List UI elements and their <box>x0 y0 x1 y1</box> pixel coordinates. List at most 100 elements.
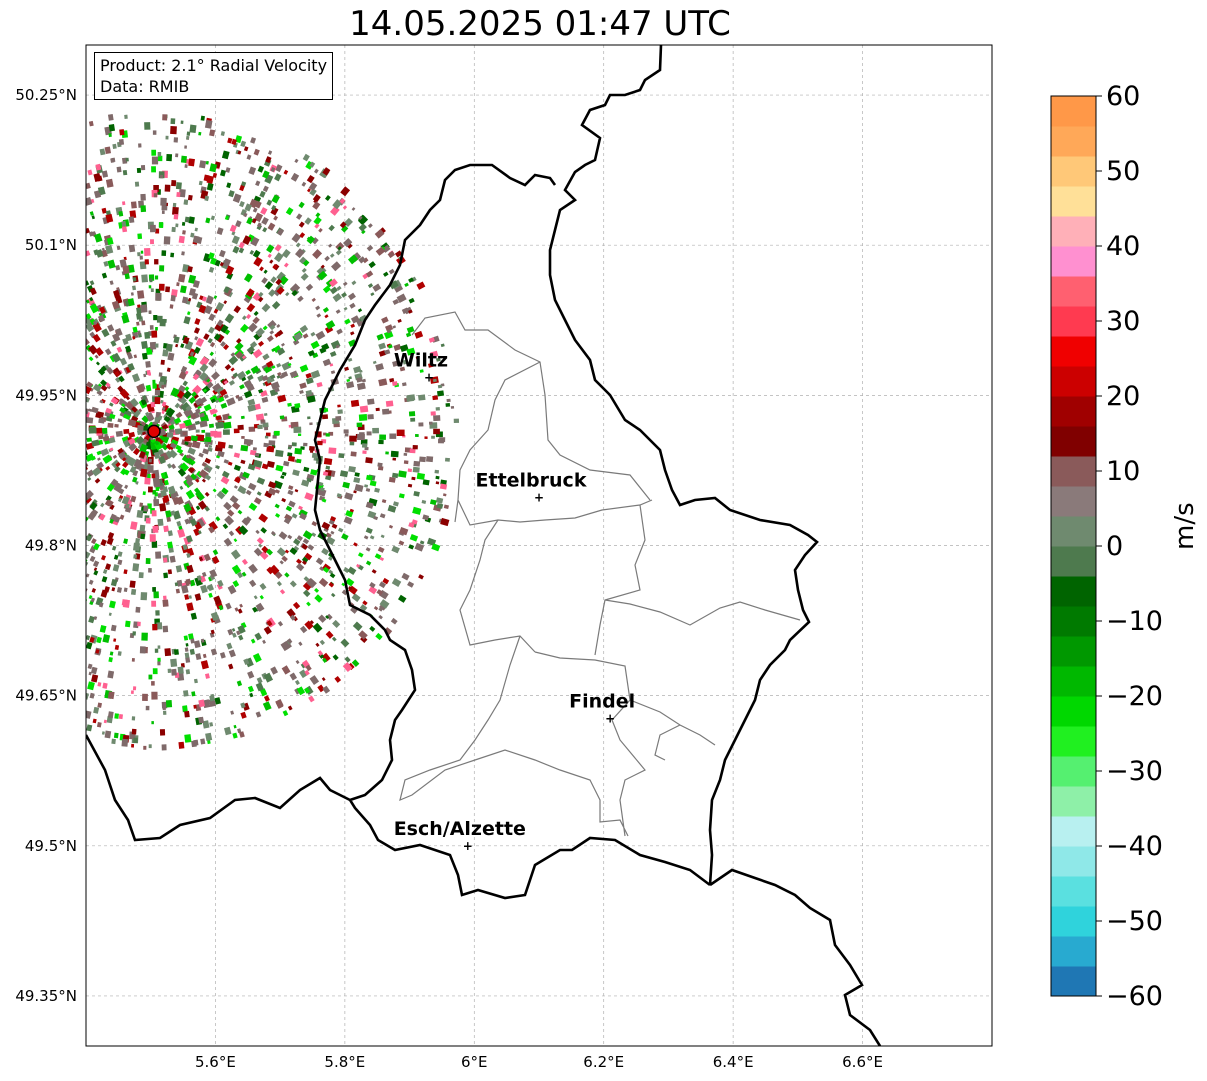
echo-pixel <box>334 676 342 683</box>
echo-pixel <box>173 137 179 143</box>
echo-pixel <box>96 722 102 728</box>
echo-pixel <box>215 516 221 522</box>
echo-pixel <box>152 490 157 495</box>
echo-pixel <box>262 325 268 331</box>
echo-pixel <box>237 608 243 614</box>
echo-pixel <box>86 692 89 700</box>
echo-pixel <box>356 422 363 428</box>
echo-pixel <box>328 582 335 588</box>
echo-pixel <box>148 568 152 573</box>
echo-pixel <box>184 441 189 446</box>
echo-pixel <box>101 731 105 735</box>
echo-pixel <box>344 433 349 437</box>
echo-pixel <box>94 354 99 359</box>
echo-pixel <box>223 501 232 511</box>
echo-pixel <box>152 587 156 592</box>
echo-pixel <box>246 345 255 354</box>
echo-pixel <box>118 369 123 374</box>
echo-pixel <box>350 606 358 614</box>
echo-pixel <box>162 114 168 121</box>
echo-pixel <box>235 135 243 144</box>
echo-pixel <box>271 194 280 204</box>
colorbar-swatch <box>1051 786 1096 817</box>
echo-pixel <box>337 404 341 408</box>
echo-pixel <box>136 167 142 173</box>
echo-pixel <box>210 430 218 437</box>
echo-pixel <box>284 549 290 554</box>
echo-pixel <box>365 527 373 534</box>
echo-pixel <box>239 384 245 390</box>
echo-pixel <box>147 465 154 473</box>
echo-pixel <box>270 166 276 173</box>
echo-pixel <box>171 668 177 676</box>
echo-pixel <box>413 490 420 497</box>
colorbar-tick-label: 10 <box>1106 456 1140 487</box>
echo-pixel <box>322 657 328 663</box>
echo-pixel <box>124 484 129 489</box>
echo-pixel <box>198 556 204 562</box>
echo-pixel <box>177 384 187 395</box>
echo-pixel <box>258 291 264 298</box>
echo-pixel <box>342 281 348 287</box>
echo-pixel <box>129 466 137 474</box>
city-label: Ettelbruck <box>476 469 587 491</box>
echo-pixel <box>136 509 144 519</box>
echo-pixel <box>294 158 299 164</box>
echo-pixel <box>96 450 102 456</box>
echo-pixel <box>240 459 246 465</box>
echo-pixel <box>267 222 276 231</box>
echo-pixel <box>293 545 300 552</box>
echo-pixel <box>232 732 238 739</box>
echo-pixel <box>184 435 192 442</box>
echo-pixel <box>188 158 195 167</box>
colorbar-swatch <box>1051 846 1096 877</box>
echo-pixel <box>382 577 390 585</box>
echo-pixel <box>216 386 226 396</box>
echo-pixel <box>124 272 130 280</box>
echo-pixel <box>123 538 129 544</box>
echo-pixel <box>453 418 460 423</box>
echo-pixel <box>281 471 287 476</box>
echo-pixel <box>411 519 418 525</box>
echo-pixel <box>183 690 189 697</box>
echo-pixel <box>388 280 399 290</box>
colorbar-tick-label: −60 <box>1106 981 1163 1012</box>
echo-pixel <box>122 599 130 608</box>
echo-pixel <box>180 365 188 373</box>
echo-pixel <box>141 632 148 641</box>
echo-pixel <box>428 362 434 368</box>
echo-pixel <box>161 384 165 389</box>
echo-pixel <box>387 344 393 349</box>
echo-pixel <box>285 291 290 297</box>
echo-pixel <box>328 278 338 288</box>
echo-pixel <box>370 292 375 297</box>
colorbar-swatch <box>1051 546 1096 577</box>
echo-pixel <box>198 304 207 314</box>
echo-pixel <box>439 437 446 443</box>
echo-pixel <box>194 318 201 326</box>
echo-pixel <box>258 388 264 394</box>
echo-pixel <box>314 594 323 603</box>
echo-pixel <box>152 623 158 631</box>
echo-pixel <box>325 615 330 620</box>
echo-pixel <box>375 246 386 256</box>
echo-pixel <box>321 677 326 682</box>
echo-pixel <box>199 160 207 169</box>
echo-pixel <box>100 539 107 547</box>
echo-pixel <box>189 579 196 587</box>
echo-pixel <box>116 245 121 251</box>
echo-pixel <box>435 497 444 504</box>
echo-pixel <box>354 472 360 477</box>
echo-pixel <box>379 556 385 562</box>
echo-pixel <box>238 525 249 536</box>
echo-pixel <box>89 297 94 302</box>
echo-pixel <box>393 343 402 352</box>
echo-pixel <box>97 383 102 388</box>
echo-pixel <box>161 210 165 214</box>
echo-pixel <box>207 583 215 592</box>
echo-pixel <box>372 360 377 365</box>
echo-pixel <box>328 431 334 436</box>
echo-pixel <box>181 584 189 594</box>
echo-pixel <box>143 247 151 257</box>
